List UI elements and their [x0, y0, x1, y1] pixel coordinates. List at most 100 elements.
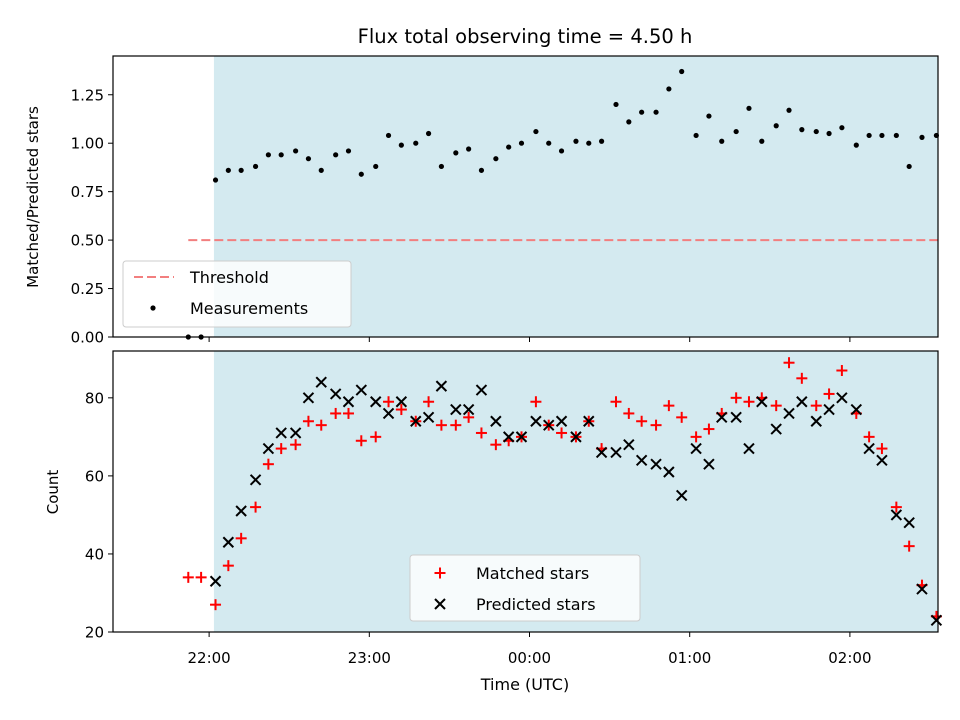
measurement-point [333, 152, 339, 158]
matched-star-point [210, 599, 222, 611]
predicted-star-point [595, 446, 608, 459]
x-tick-label: 00:00 [508, 649, 551, 667]
predicted-star-point [743, 442, 755, 455]
predicted-star-point [422, 411, 435, 424]
measurement-point [653, 109, 659, 115]
top-y-tick-label: 1.00 [71, 135, 104, 153]
measurement-point [265, 152, 271, 158]
predicted-star-point [810, 415, 822, 427]
matched-star-point [435, 419, 447, 431]
predicted-star-point [730, 411, 742, 424]
bottom-y-axis-label: Count [44, 470, 62, 515]
measurement-point [759, 138, 765, 144]
matched-star-point [703, 423, 715, 435]
top-panel: 0.00 0.25 0.50 0.75 1.00 1.25 Matched/Predict… [24, 55, 939, 347]
predicted-star-point [916, 583, 928, 595]
matched-star-point [876, 443, 888, 455]
matched-star-point [475, 427, 487, 439]
bot-y-tick-label: 20 [85, 624, 104, 642]
legend-matched-label: Matched stars [476, 564, 589, 583]
predicted-star-point [876, 454, 888, 466]
predicted-star-point [249, 474, 262, 486]
predicted-star-point [395, 396, 408, 408]
predicted-star-point [850, 403, 863, 416]
legend-matched-swatch [434, 567, 446, 579]
predicted-star-point [675, 489, 688, 502]
measurement-point [438, 163, 444, 170]
predicted-star-point [703, 458, 715, 470]
matched-star-point [463, 411, 475, 423]
matched-star-point [556, 427, 568, 439]
matched-star-point [383, 396, 395, 408]
top-y-tick-label: 0.25 [71, 280, 104, 298]
matched-star-point [836, 365, 848, 377]
predicted-star-point [635, 454, 648, 466]
chart-title: Flux total observing time = 4.50 h [358, 25, 693, 48]
predicted-star-point [435, 380, 448, 392]
measurement-point [558, 148, 565, 154]
predicted-star-point [355, 384, 368, 396]
top-y-tick-label: 1.25 [71, 86, 104, 104]
predicted-star-point [583, 415, 595, 427]
bottom-plot-frame [112, 350, 939, 633]
matched-star-point [676, 411, 688, 423]
top-y-tick-label: 0.50 [71, 232, 104, 250]
measurement-point [626, 119, 632, 125]
matched-star-point [262, 458, 274, 470]
predicted-star-point [555, 415, 568, 427]
matched-star-point [195, 571, 207, 583]
measurement-point [706, 113, 712, 119]
measurement-point [478, 167, 485, 173]
predicted-star-point [342, 396, 355, 408]
matched-star-point [290, 439, 302, 451]
predicted-star-point [863, 442, 875, 455]
measurement-point [225, 167, 231, 173]
matched-star-point [490, 439, 502, 451]
x-tick-label: 02:00 [828, 649, 871, 667]
predicted-star-point [462, 403, 475, 416]
legend-threshold-label: Threshold [189, 268, 269, 287]
matched-star-point [450, 419, 462, 431]
predicted-star-point [796, 396, 808, 408]
predicted-star-point [222, 536, 235, 548]
predicted-star-point [530, 415, 542, 427]
predicted-star-point [716, 411, 728, 424]
measurement-point [906, 163, 912, 170]
measurement-point [318, 167, 324, 173]
x-tick-label: 01:00 [668, 649, 711, 667]
predicted-star-point [543, 419, 555, 431]
measurement-point [598, 138, 605, 144]
matched-star-point [250, 501, 262, 513]
matched-star-point [636, 415, 648, 427]
measurement-point [919, 134, 925, 140]
top-legend-box [122, 260, 352, 328]
matched-star-point [315, 419, 327, 431]
measurement-point [839, 125, 845, 131]
matched-star-point [330, 407, 342, 419]
legend-measurement-swatch [150, 305, 156, 311]
matched-star-point [863, 431, 875, 443]
predicted-star-point [209, 575, 222, 587]
matched-star-point [890, 501, 902, 513]
legend-measurements-label: Measurements [190, 299, 308, 318]
matched-star-point [690, 431, 702, 443]
measurement-point [639, 109, 645, 115]
predicted-star-point [382, 407, 395, 420]
measurement-point [212, 177, 219, 183]
matched-star-point [623, 407, 635, 419]
bot-y-tick-label: 80 [85, 389, 104, 407]
measurement-point [573, 138, 579, 144]
measurement-point [813, 128, 819, 135]
measurement-point [799, 127, 805, 133]
predicted-star-point [235, 505, 247, 517]
predicted-star-point [329, 388, 342, 400]
measurement-point [358, 171, 364, 177]
measurement-point [666, 86, 672, 92]
top-legend: Threshold Measurements [122, 260, 352, 328]
predicted-star-point [450, 403, 462, 416]
matched-star-point [530, 396, 542, 408]
measurement-point [278, 152, 284, 158]
measurement-point [546, 140, 552, 146]
measurement-point [398, 142, 404, 148]
matched-star-point [342, 407, 354, 419]
